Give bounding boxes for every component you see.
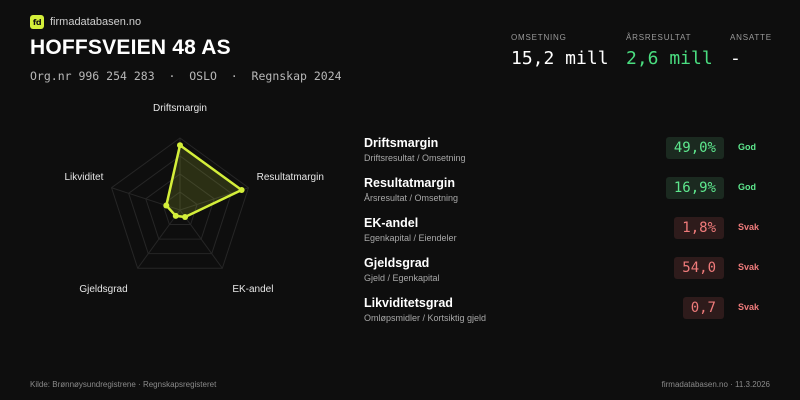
kpi-title: EK-andel [364, 216, 419, 230]
kpi-value-badge: 1,8% [674, 217, 724, 239]
radar-grid-ring [128, 155, 232, 255]
metric-value: 15,2 mill [511, 48, 609, 69]
kpi-row: Likviditetsgrad Omløpsmidler / Kortsikti… [364, 296, 774, 336]
radar-grid-ring [145, 173, 215, 240]
radar-grid-ring [162, 191, 198, 226]
axis-label-gjeldsgrad: Gjeldsgrad [79, 284, 128, 295]
radar-data-point [182, 213, 189, 220]
brand: fd firmadatabasen.no [30, 15, 141, 29]
brand-name: firmadatabasen.no [50, 16, 142, 28]
company-name: HOFFSVEIEN 48 AS [30, 36, 231, 59]
kpi-title: Resultatmargin [364, 176, 455, 190]
radar-grid-spoke [137, 209, 181, 269]
metric-label: Ansatte [730, 33, 772, 42]
metric-value: - [730, 48, 741, 69]
kpi-row: EK-andel Egenkapital / Eiendeler 1,8% Sv… [364, 216, 774, 256]
kpi-value-badge: 49,0% [665, 137, 724, 159]
axis-label-likviditet: Likviditet [64, 172, 104, 184]
kpi-subtitle: Egenkapital / Eiendeler [364, 233, 457, 243]
kpi-status: Svak [738, 222, 760, 232]
radar-grid-ring [110, 137, 250, 269]
kpi-subtitle: Driftsresultat / Omsetning [364, 153, 466, 163]
kpi-title: Likviditetsgrad [364, 296, 453, 310]
metric-arsresultat: Årsresultat 2,6 mill [626, 33, 713, 69]
radar-data-point [172, 212, 179, 219]
metric-label: Omsetning [511, 33, 567, 42]
kpi-subtitle: Gjeld / Egenkapital [364, 273, 440, 283]
radar-svg [110, 137, 250, 269]
axis-label-resultatmargin: Resultatmargin [256, 172, 324, 184]
kpi-status: Svak [738, 262, 760, 272]
kpi-value-badge: 16,9% [665, 177, 724, 199]
kpi-status: Svak [738, 302, 760, 312]
radar-chart: Driftsmargin Resultatmargin EK-andel Gje… [30, 90, 360, 340]
metric-omsetning: Omsetning 15,2 mill [511, 33, 609, 69]
radar-data-point [163, 202, 170, 209]
kpi-status: God [738, 142, 756, 152]
brand-logo: fd [30, 15, 44, 29]
radar-data-point [238, 186, 245, 193]
axis-label-ek-andel: EK-andel [232, 284, 274, 295]
kpi-subtitle: Omløpsmidler / Kortsiktig gjeld [364, 313, 487, 323]
kpi-row: Gjeldsgrad Gjeld / Egenkapital 54,0 Svak [364, 256, 774, 296]
kpi-row: Resultatmargin Årsresultat / Omsetning 1… [364, 176, 774, 216]
footer-site-date: firmadatabasen.no · 11.3.2026 [661, 380, 770, 389]
footer-source: Kilde: Brønnøysundregistrene · Regnskaps… [30, 380, 217, 389]
metric-ansatte: Ansatte - [730, 33, 772, 69]
metric-value: 2,6 mill [626, 48, 713, 69]
metric-label: Årsresultat [626, 33, 692, 42]
kpi-subtitle: Årsresultat / Omsetning [364, 193, 459, 203]
company-meta: Org.nr 996 254 283 · OSLO · Regnskap 202… [30, 69, 342, 83]
radar-data-point [177, 142, 183, 149]
kpi-row: Driftsmargin Driftsresultat / Omsetning … [364, 136, 774, 176]
axis-label-driftsmargin: Driftsmargin [153, 103, 207, 114]
kpi-title: Gjeldsgrad [364, 256, 430, 270]
kpi-value-badge: 0,7 [682, 297, 724, 319]
radar-grid-spoke [179, 209, 223, 269]
kpi-status: God [738, 182, 756, 192]
kpi-list: Driftsmargin Driftsresultat / Omsetning … [364, 136, 774, 336]
kpi-title: Driftsmargin [364, 136, 439, 150]
kpi-value-badge: 54,0 [674, 257, 724, 279]
radar-data-area [165, 143, 243, 219]
